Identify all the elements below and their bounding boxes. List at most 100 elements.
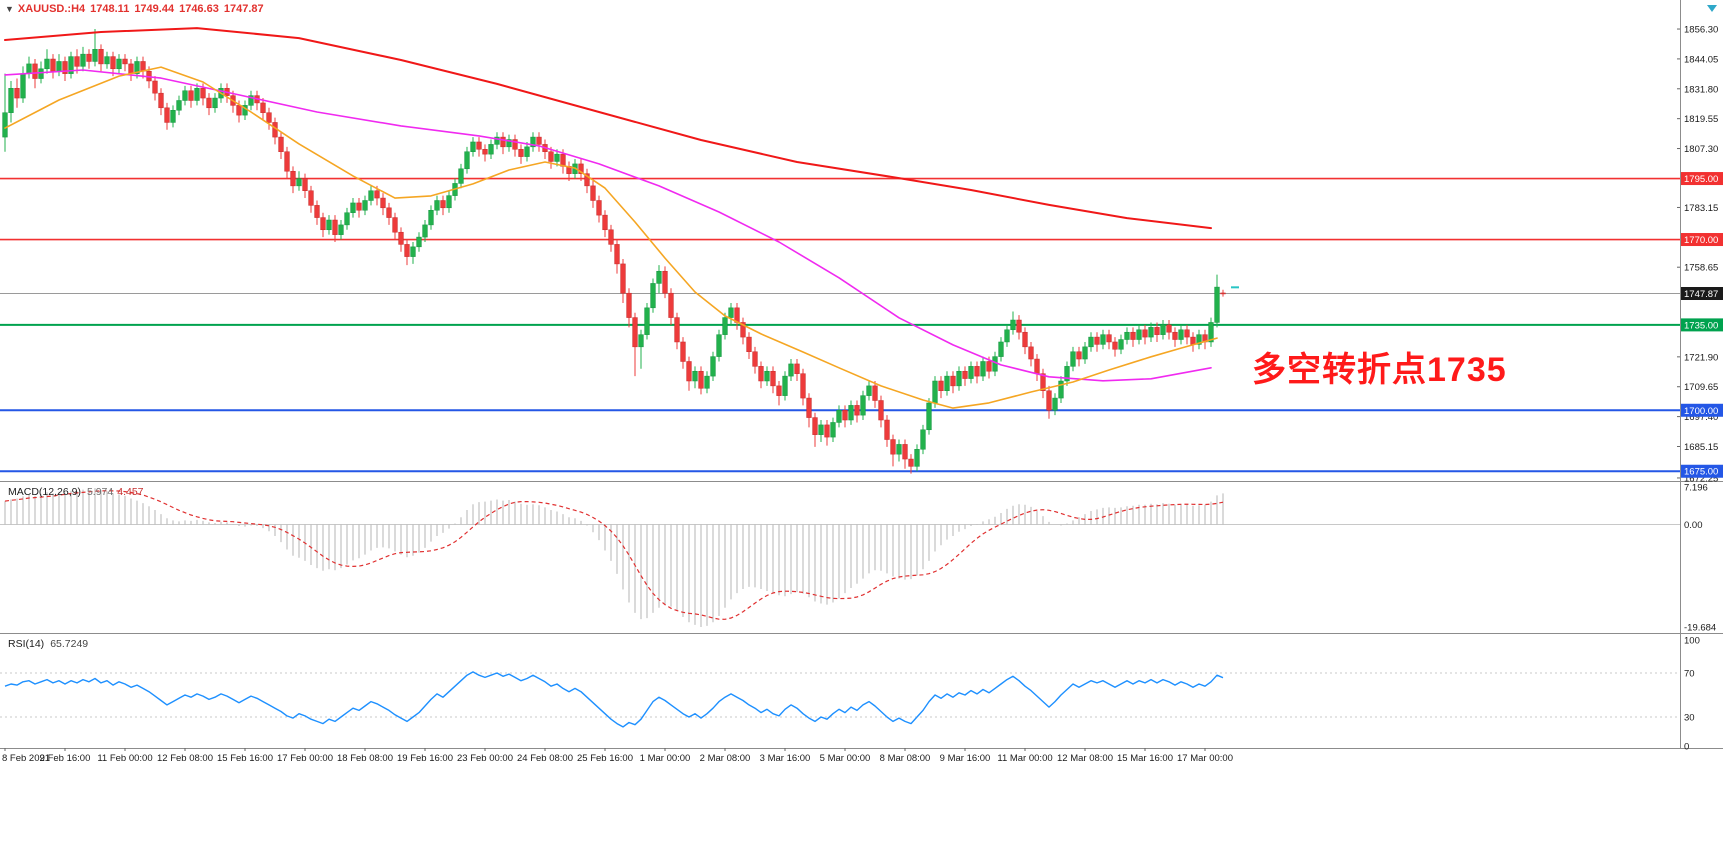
price-axis-label[interactable]: 1672.25 bbox=[1684, 473, 1718, 484]
candle-body bbox=[1172, 331, 1178, 340]
price-axis-label[interactable]: 1831.80 bbox=[1684, 84, 1718, 95]
time-axis-label[interactable]: 12 Mar 08:00 bbox=[1057, 753, 1113, 764]
candle-body bbox=[530, 136, 536, 148]
candle-body bbox=[1196, 334, 1202, 345]
candle-body bbox=[680, 341, 686, 362]
candle-body bbox=[554, 153, 560, 162]
time-axis-label[interactable]: 25 Feb 16:00 bbox=[577, 753, 633, 764]
candle-body bbox=[428, 210, 434, 226]
time-axis-label[interactable]: 24 Feb 08:00 bbox=[517, 753, 573, 764]
time-axis-label[interactable]: 19 Feb 16:00 bbox=[397, 753, 453, 764]
candle-body bbox=[86, 53, 92, 62]
macd-main-value: 5.974 bbox=[86, 486, 114, 498]
time-axis-label[interactable]: 15 Feb 16:00 bbox=[217, 753, 273, 764]
candle-body bbox=[740, 322, 746, 338]
candle-body bbox=[866, 385, 872, 396]
candle-body bbox=[392, 217, 398, 233]
time-axis-label[interactable]: 8 Mar 08:00 bbox=[880, 753, 931, 764]
candle-body bbox=[608, 229, 614, 245]
price-axis-label[interactable]: 1709.65 bbox=[1684, 382, 1718, 393]
candle-body bbox=[356, 202, 362, 211]
price-axis-label[interactable]: 1697.40 bbox=[1684, 412, 1718, 423]
price-axis-label[interactable]: 1807.30 bbox=[1684, 144, 1718, 155]
candle-body bbox=[338, 224, 344, 235]
candle-body bbox=[194, 88, 200, 101]
candle-body bbox=[932, 380, 938, 404]
candle-body bbox=[548, 151, 554, 162]
candle-body bbox=[116, 58, 122, 70]
candle-body bbox=[410, 246, 416, 257]
candle-body bbox=[1058, 380, 1064, 399]
time-axis-label[interactable]: 18 Feb 08:00 bbox=[337, 753, 393, 764]
time-axis-label[interactable]: 17 Feb 00:00 bbox=[277, 753, 333, 764]
chart-dropdown-arrow-icon[interactable]: ▼ bbox=[5, 4, 14, 14]
time-axis-label[interactable]: 9 Feb 16:00 bbox=[40, 753, 91, 764]
candle-body bbox=[1208, 322, 1214, 343]
time-axis-label[interactable]: 12 Feb 08:00 bbox=[157, 753, 213, 764]
candle-body bbox=[848, 405, 854, 421]
candle-body bbox=[158, 92, 164, 109]
price-axis-label[interactable]: 1758.65 bbox=[1684, 263, 1718, 274]
candle-body bbox=[962, 370, 968, 379]
price-axis-label[interactable]: 1685.15 bbox=[1684, 442, 1718, 453]
time-axis-label[interactable]: 1 Mar 00:00 bbox=[640, 753, 691, 764]
time-axis-label[interactable]: 8 Feb 2021 bbox=[2, 753, 50, 764]
time-axis-label[interactable]: 5 Mar 00:00 bbox=[820, 753, 871, 764]
ohlc-close-value: 1747.87 bbox=[223, 3, 264, 15]
price-axis-label[interactable]: 1783.15 bbox=[1684, 203, 1718, 214]
candle-body bbox=[896, 444, 902, 455]
candle-body bbox=[482, 149, 488, 155]
candle-body bbox=[1166, 324, 1172, 333]
candle-body bbox=[1088, 336, 1094, 348]
price-axis-label[interactable]: 1819.55 bbox=[1684, 114, 1718, 125]
time-axis-label[interactable]: 3 Mar 16:00 bbox=[760, 753, 811, 764]
time-axis-label[interactable]: 9 Mar 16:00 bbox=[940, 753, 991, 764]
price-axis-label[interactable]: 1856.30 bbox=[1684, 25, 1718, 36]
candle-body bbox=[1028, 346, 1034, 360]
candle-body bbox=[170, 109, 176, 123]
price-badge-1747.87: 1747.87 bbox=[1684, 289, 1718, 300]
time-axis-label[interactable]: 23 Feb 00:00 bbox=[457, 753, 513, 764]
time-axis-label[interactable]: 17 Mar 00:00 bbox=[1177, 753, 1233, 764]
candle-body bbox=[98, 49, 104, 65]
time-axis-label[interactable]: 2 Mar 08:00 bbox=[700, 753, 751, 764]
candle-body bbox=[1184, 329, 1190, 338]
candle-body bbox=[1022, 331, 1028, 348]
candle-body bbox=[674, 317, 680, 343]
time-axis-label[interactable]: 11 Feb 00:00 bbox=[97, 753, 152, 764]
rsi-axis-label: 0 bbox=[1684, 742, 1689, 753]
candle-body bbox=[1160, 324, 1166, 335]
price-axis-label[interactable]: 1721.90 bbox=[1684, 352, 1718, 363]
candle-body bbox=[590, 185, 596, 201]
candle-body bbox=[26, 63, 32, 74]
candle-body bbox=[668, 292, 674, 318]
candle-body bbox=[20, 73, 26, 99]
candle-body bbox=[908, 458, 914, 467]
candle-body bbox=[968, 366, 974, 379]
candle-body bbox=[2, 112, 8, 138]
price-axis-label[interactable]: 1844.05 bbox=[1684, 54, 1718, 65]
scale-arrow-icon[interactable] bbox=[1707, 5, 1717, 12]
time-axis-label[interactable]: 11 Mar 00:00 bbox=[997, 753, 1052, 764]
candle-body bbox=[878, 400, 884, 421]
candle-body bbox=[8, 88, 14, 113]
candle-body bbox=[506, 139, 512, 148]
candle-body bbox=[368, 190, 374, 201]
candle-body bbox=[38, 68, 44, 79]
candle-body bbox=[500, 136, 506, 148]
candle-body bbox=[1190, 336, 1196, 345]
candle-body bbox=[710, 356, 716, 377]
candle-body bbox=[344, 212, 350, 226]
price-badge-1735.00: 1735.00 bbox=[1684, 320, 1718, 331]
candle-body bbox=[62, 61, 68, 74]
candle-body bbox=[512, 139, 518, 150]
price-badge-1770.00: 1770.00 bbox=[1684, 235, 1718, 246]
candle-body bbox=[1082, 346, 1088, 360]
time-axis-label[interactable]: 15 Mar 16:00 bbox=[1117, 753, 1173, 764]
candle-body bbox=[1094, 336, 1100, 345]
candle-body bbox=[470, 141, 476, 152]
candle-body bbox=[1040, 373, 1046, 392]
macd-axis-label: -19.684 bbox=[1684, 622, 1716, 633]
annotation-text[interactable]: 多空转折点1735 bbox=[1252, 351, 1507, 389]
